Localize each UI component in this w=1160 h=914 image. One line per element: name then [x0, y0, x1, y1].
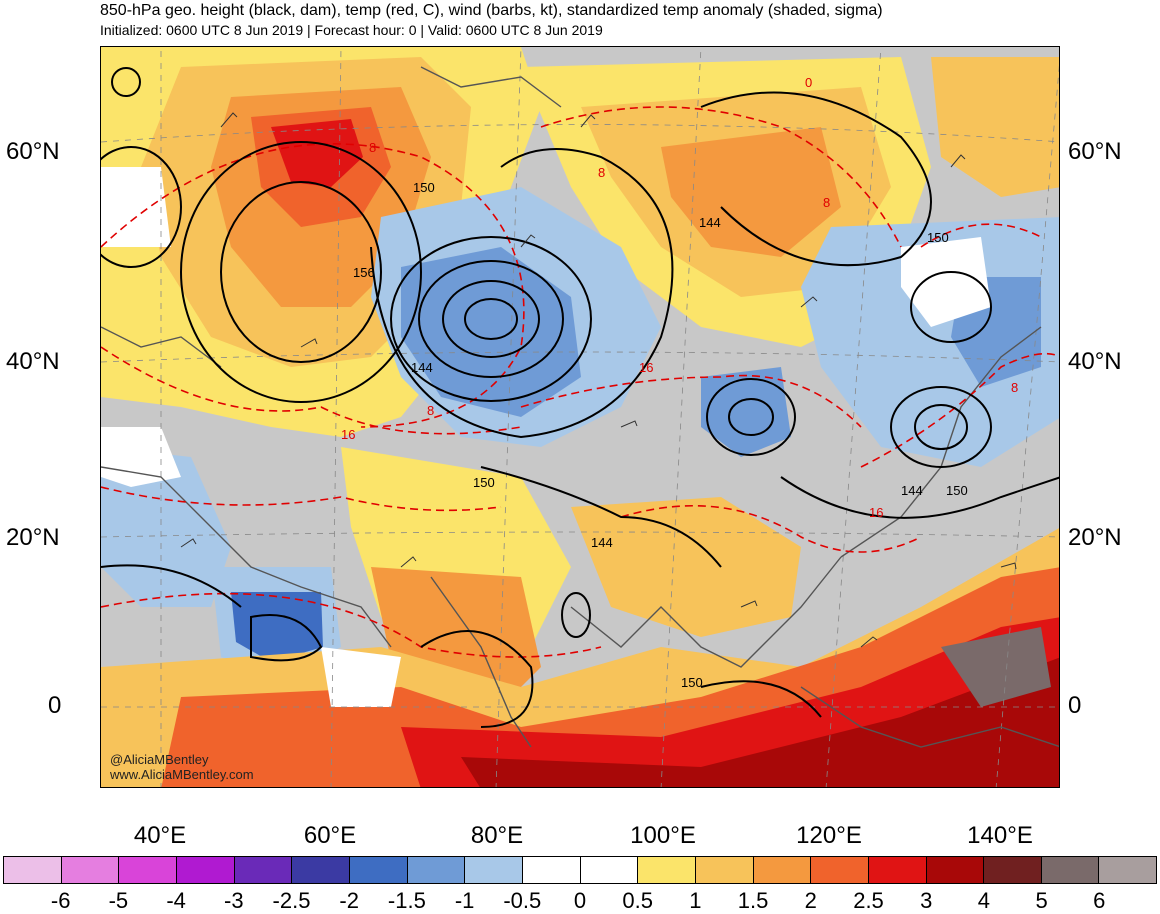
lon-label: 60°E: [303, 822, 357, 849]
colorbar-swatch: [638, 857, 696, 883]
colorbar-swatch: [695, 857, 754, 883]
colorbar-label: -0.5: [503, 888, 542, 913]
colorbar-label: -6: [50, 888, 71, 913]
colorbar-label: 4: [977, 888, 991, 913]
temp-label: 0: [805, 75, 812, 90]
colorbar-label: 1.5: [737, 888, 769, 913]
map-subtitle: Initialized: 0600 UTC 8 Jun 2019 | Forec…: [100, 22, 603, 38]
lon-label: 40°E: [133, 822, 187, 849]
temp-label: 16: [341, 427, 355, 442]
map-title: 850-hPa geo. height (black, dam), temp (…: [100, 2, 883, 19]
height-contour-labels: 150 156 144 150 144 144 150 144 150 150: [353, 180, 968, 690]
lat-label-left: 60°N: [6, 138, 60, 165]
weather-map-canvas: 150 156 144 150 144 144 150 144 150 150 …: [101, 47, 1059, 787]
height-label: 144: [411, 360, 433, 375]
colorbar-swatch: [234, 857, 293, 883]
height-label: 150: [927, 230, 949, 245]
anomaly-colorbar: [3, 856, 1157, 884]
credit-website[interactable]: www.AliciaMBentley.com: [110, 767, 254, 782]
temp-label: 8: [1011, 380, 1018, 395]
lat-label-left: 20°N: [6, 524, 60, 551]
lat-label-left: 0: [48, 692, 62, 719]
temp-label: 16: [869, 505, 883, 520]
colorbar-swatch: [984, 857, 1042, 883]
colorbar-label: 6: [1093, 888, 1106, 913]
height-contours: [101, 67, 1059, 728]
colorbar-label: -3: [224, 888, 244, 913]
colorbar-swatch: [580, 857, 639, 883]
colorbar-label: -5: [108, 888, 129, 913]
lat-label-right: 40°N: [1068, 348, 1122, 375]
colorbar-swatch: [4, 857, 62, 883]
lat-label-right: 0: [1068, 692, 1082, 719]
colorbar-swatch: [1099, 857, 1157, 883]
height-label: 150: [681, 675, 703, 690]
colorbar-label: 3: [920, 888, 933, 913]
lat-label-left: 40°N: [6, 348, 60, 375]
lon-label: 140°E: [967, 822, 1033, 849]
temp-label: 16: [639, 360, 653, 375]
colorbar-swatch: [61, 857, 120, 883]
colorbar-swatch: [119, 857, 177, 883]
colorbar-label: -4: [166, 888, 186, 913]
wind-barbs: [180, 112, 1017, 648]
colorbar-label: -2: [339, 888, 359, 913]
height-label: 150: [473, 475, 495, 490]
colorbar-label: 0: [573, 888, 587, 913]
colorbar-label: 5: [1035, 888, 1048, 913]
colorbar-swatch: [1041, 857, 1100, 883]
height-label: 156: [353, 265, 375, 280]
weather-map: 150 156 144 150 144 144 150 144 150 150 …: [100, 46, 1060, 788]
colorbar-swatch: [292, 857, 350, 883]
colorbar-swatch: [465, 857, 523, 883]
colorbar-swatch: [753, 857, 812, 883]
lat-label-right: 20°N: [1068, 524, 1122, 551]
height-label: 144: [901, 483, 923, 498]
temp-contours: [101, 106, 1059, 658]
credit-handle: @AliciaMBentley: [110, 752, 209, 767]
lon-label: 120°E: [796, 822, 862, 849]
height-label: 150: [946, 483, 968, 498]
temp-label: 8: [427, 403, 434, 418]
height-label: 150: [413, 180, 435, 195]
temp-label: 8: [369, 140, 376, 155]
colorbar-label: 2: [804, 888, 817, 913]
colorbar-label: 2.5: [853, 888, 884, 913]
colorbar-label: 1: [689, 888, 702, 913]
colorbar-swatch: [522, 857, 581, 883]
height-label: 144: [699, 215, 721, 230]
colorbar-swatch: [176, 857, 235, 883]
graticule: [101, 47, 1059, 787]
temp-label: 8: [598, 165, 605, 180]
lat-label-right: 60°N: [1068, 138, 1122, 165]
height-label: 144: [591, 535, 613, 550]
colorbar-swatch: [407, 857, 466, 883]
temp-contour-labels: 0 8 8 8 16 16 8 8 16: [341, 75, 1018, 520]
colorbar-swatch: [349, 857, 408, 883]
colorbar-swatch: [811, 857, 869, 883]
colorbar-label: 0.5: [622, 888, 653, 913]
lon-label: 100°E: [630, 822, 696, 849]
temp-label: 8: [823, 195, 830, 210]
colorbar-label: -2.5: [272, 888, 311, 913]
colorbar-swatch: [868, 857, 927, 883]
coastlines: [101, 66, 1059, 748]
colorbar-label: -1.5: [387, 888, 426, 913]
colorbar-swatch: [926, 857, 985, 883]
colorbar-label: -1: [454, 888, 475, 913]
lon-label: 80°E: [470, 822, 524, 849]
